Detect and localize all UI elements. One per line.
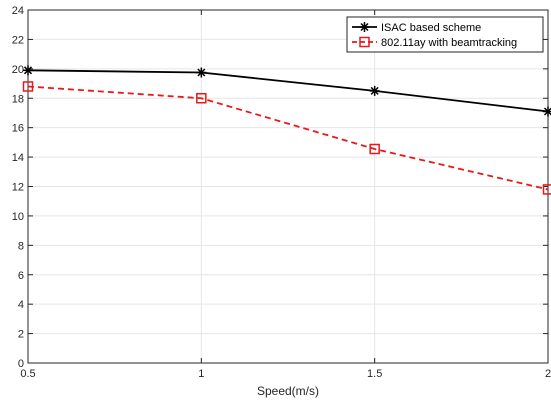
data-point xyxy=(22,81,34,92)
legend-marker xyxy=(359,36,370,48)
legend: ISAC based scheme 802.11ay with beamtrac… xyxy=(346,16,544,53)
y-tick-label: 22 xyxy=(12,34,24,46)
legend-entries xyxy=(352,22,377,48)
legend-label-80211ay: 802.11ay with beamtracking xyxy=(381,37,517,49)
y-tick-label: 10 xyxy=(12,211,24,223)
y-tick-label: 4 xyxy=(18,299,24,311)
series-line xyxy=(27,85,549,191)
series-1 xyxy=(22,81,551,195)
data-point xyxy=(543,106,551,117)
data-point xyxy=(369,143,380,155)
y-tick-label: 0 xyxy=(18,358,24,370)
y-tick-label: 20 xyxy=(12,64,24,76)
y-tick-label: 8 xyxy=(18,240,24,252)
y-tick-label: 6 xyxy=(18,270,24,282)
series-line xyxy=(27,69,549,113)
legend-label-isac: ISAC based scheme xyxy=(381,22,481,34)
x-axis-label: Speed(m/s) xyxy=(257,384,319,398)
data-point xyxy=(369,85,380,96)
data-point xyxy=(196,67,207,78)
data-point xyxy=(542,184,551,195)
x-tick-label: 1.5 xyxy=(367,368,382,380)
legend-box xyxy=(346,16,544,53)
x-tick-label: 0.5 xyxy=(20,368,35,380)
y-tick-label: 16 xyxy=(12,123,24,135)
y-tick-label: 14 xyxy=(12,152,24,164)
y-tick-label: 24 xyxy=(12,5,24,17)
y-tick-label: 2 xyxy=(18,329,24,341)
x-tick-label: 2 xyxy=(545,368,551,380)
legend-marker xyxy=(359,22,370,32)
series-layer xyxy=(22,65,551,195)
y-tick-label: 12 xyxy=(12,182,24,194)
data-point xyxy=(196,93,207,104)
x-tick-label: 1 xyxy=(198,368,204,380)
y-tick-label: 18 xyxy=(12,93,24,105)
series-0 xyxy=(23,65,551,117)
data-point xyxy=(23,65,33,76)
